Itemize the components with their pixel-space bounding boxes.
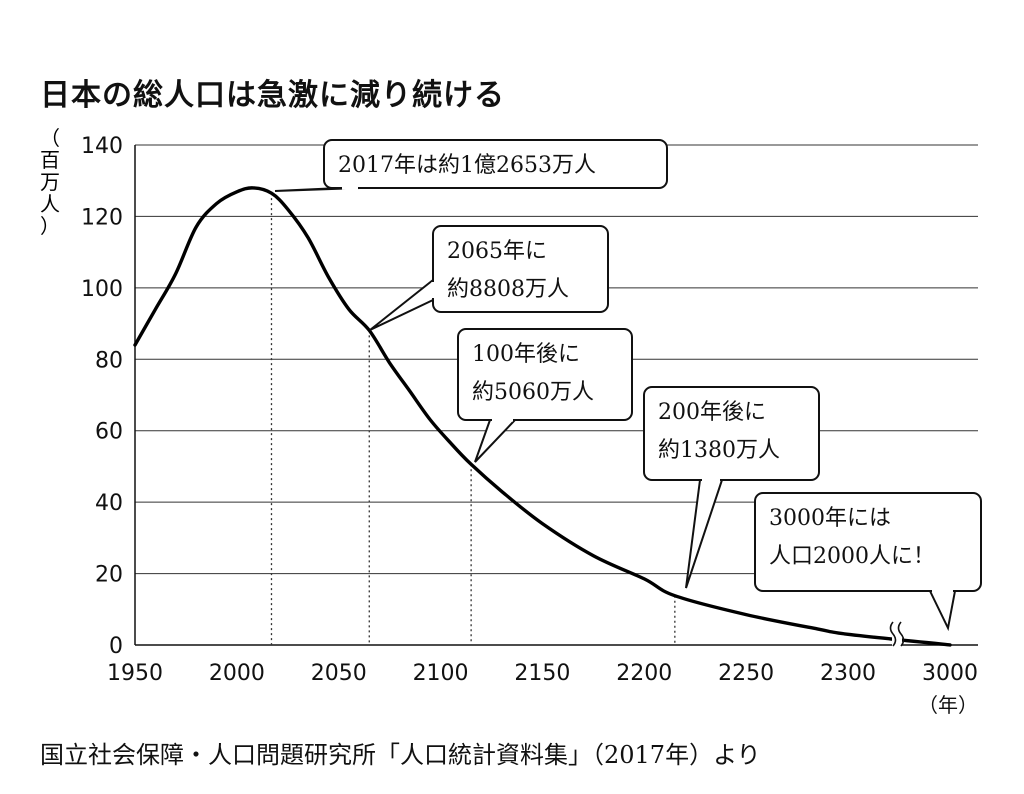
x-tick-label: 2250 [718, 661, 774, 686]
callout-box [323, 139, 668, 189]
callout-text-line: 2017年は約1億2653万人 [338, 153, 596, 178]
y-tick-label: 100 [81, 277, 123, 302]
population-series-line [133, 186, 952, 647]
callout-text-line: 2065年に [447, 239, 547, 264]
x-axis-unit-label: （年） [918, 693, 978, 717]
callout-pointer [928, 590, 957, 632]
callout-text-line: 人口2000人に！ [769, 544, 935, 569]
y-tick-label: 60 [95, 420, 123, 445]
callout-text-line: 約5060万人 [472, 380, 594, 405]
callout-text-line: 200年後に [658, 400, 766, 425]
callout-text-line: 3000年には [769, 506, 891, 531]
callout-text-line: 100年後に [472, 342, 580, 367]
page-title: 日本の総人口は急激に減り続ける [40, 78, 505, 113]
tick-labels: 0 20 40 60 80 100 120 140 1950 2000 2050 2100 2150 22… [81, 134, 978, 686]
y-tick-label: 140 [81, 134, 123, 159]
callouts: 2017年は約1億2653万人2065年に約8808万人100年後に約5060万… [274, 139, 982, 632]
axes [134, 145, 978, 646]
y-tick-label: 20 [95, 563, 123, 588]
callout-text-line: 約8808万人 [447, 277, 569, 302]
y-unit-char: （ [40, 126, 60, 150]
y-unit-char: 人 [40, 192, 60, 216]
callout-pointer [685, 479, 724, 589]
callout-2017: 2017年は約1億2653万人 [274, 139, 668, 192]
callout-pointer [474, 419, 518, 463]
x-tick-label: 2300 [820, 661, 876, 686]
x-tick-label: 2000 [209, 661, 265, 686]
y-tick-label: 120 [81, 205, 123, 230]
y-tick-label: 40 [95, 491, 123, 516]
axis-break-stroke [889, 621, 897, 647]
y-axis-unit-label: （百万人） [40, 126, 60, 238]
y-unit-char: 万 [40, 170, 60, 194]
axis-break-gap [892, 620, 902, 650]
callout-box [457, 328, 633, 421]
x-tick-label: 2100 [413, 661, 469, 686]
y-tick-label: 0 [109, 634, 123, 659]
callout-box [432, 225, 609, 313]
x-tick-label: 2200 [616, 661, 672, 686]
callout-box [643, 386, 820, 481]
y-tick-label: 80 [95, 348, 123, 373]
population-chart: 0 20 40 60 80 100 120 140 1950 2000 2050 2100 2150 22… [40, 126, 982, 717]
y-unit-char: 百 [40, 148, 60, 172]
callout-box [754, 492, 982, 592]
axis-break-stroke [897, 621, 905, 647]
source-note: 国立社会保障・人口問題研究所「人口統計資料集」（2017年）より [40, 741, 761, 769]
x-tick-label: 2150 [514, 661, 570, 686]
x-tick-label: 2050 [311, 661, 367, 686]
x-tick-label: 1950 [107, 661, 163, 686]
axis-break-marker [889, 620, 905, 650]
grid-lines [135, 144, 978, 575]
x-tick-label: 3000 [922, 661, 978, 686]
callout-text-line: 約1380万人 [658, 438, 780, 463]
callout-dotted-lines [270, 193, 676, 645]
y-unit-char: ） [40, 214, 60, 238]
